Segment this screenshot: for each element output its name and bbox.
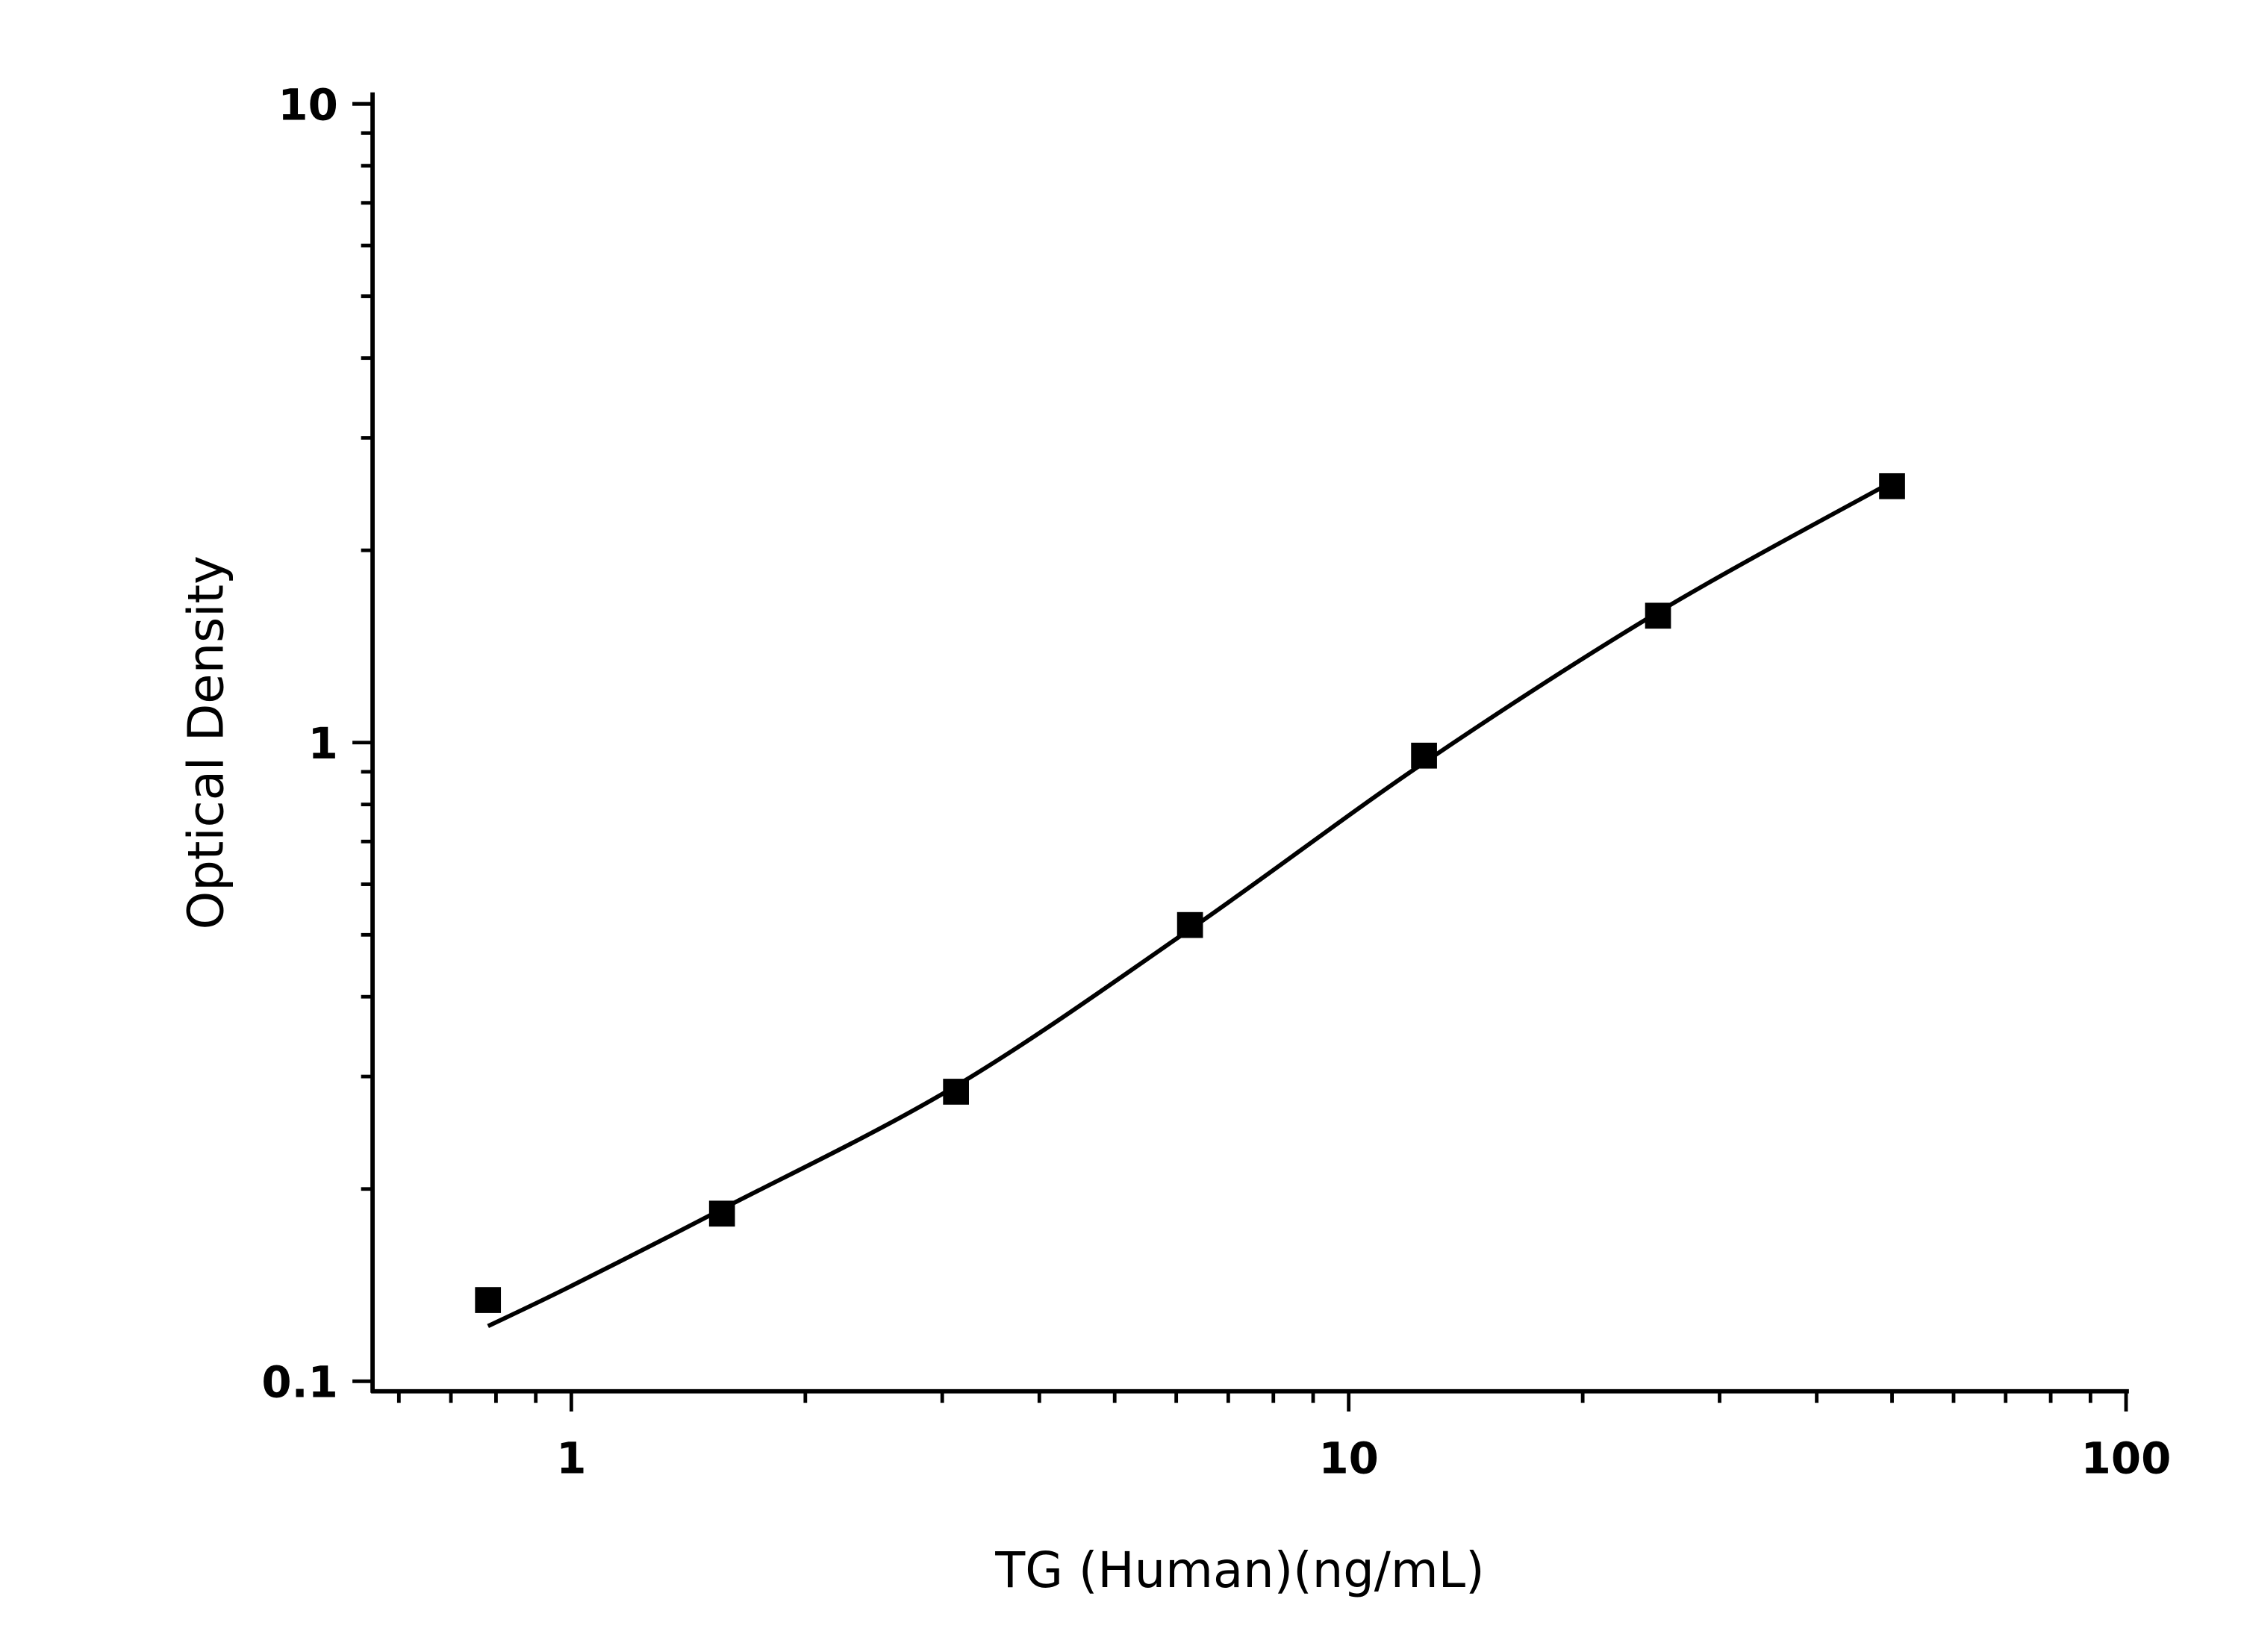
data-point — [1645, 602, 1671, 629]
data-point — [708, 1200, 735, 1227]
fit-curve-group — [487, 479, 1893, 1329]
fit-curve-line — [487, 479, 1893, 1329]
data-point — [1411, 742, 1437, 769]
y-tick-label: 0.1 — [261, 1356, 337, 1407]
y-tick-label: 1 — [308, 718, 338, 769]
x-tick-label: 10 — [1318, 1433, 1378, 1484]
y-axis-label: Optical Density — [178, 555, 235, 929]
x-tick-label: 1 — [556, 1433, 586, 1484]
data-point — [1879, 473, 1905, 499]
axes: 0.1 1 10 1 10 100 — [261, 79, 2171, 1483]
data-points — [475, 473, 1905, 1313]
data-point — [475, 1287, 502, 1313]
y-tick-label: 10 — [278, 79, 337, 130]
x-axis-label: TG (Human)(ng/mL) — [994, 1542, 1484, 1599]
x-tick-label: 100 — [2081, 1433, 2172, 1484]
data-point — [1176, 911, 1203, 938]
data-point — [943, 1079, 969, 1105]
